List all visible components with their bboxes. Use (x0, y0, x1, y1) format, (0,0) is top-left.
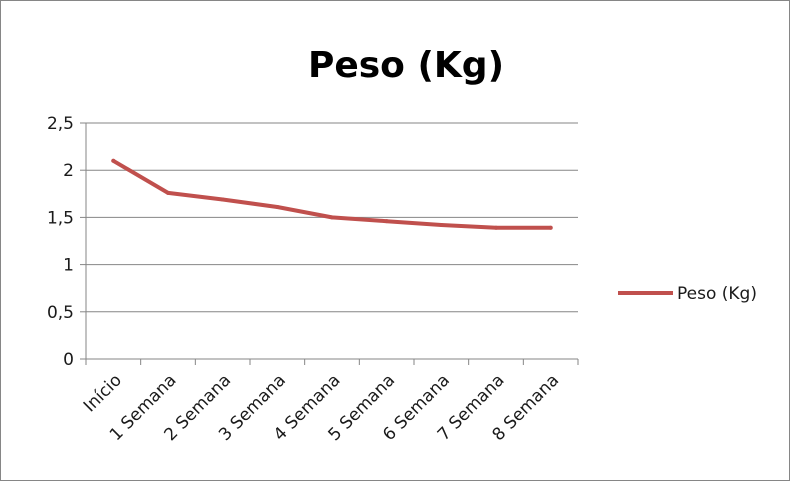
legend-label: Peso (Kg) (677, 284, 757, 304)
y-tick-label: 1,5 (47, 208, 74, 228)
data-point (220, 197, 225, 202)
series-layer (111, 158, 553, 230)
data-point (548, 225, 553, 230)
y-tick-label: 2,5 (47, 114, 74, 134)
y-tick-label: 0,5 (47, 303, 74, 323)
data-point (166, 190, 170, 195)
y-axis: 0 0,5 1 1,5 2 2,5 (47, 114, 87, 370)
y-tick-label: 1 (63, 256, 74, 276)
legend: Peso (Kg) (618, 284, 757, 304)
data-point (330, 215, 334, 220)
chart-title: Peso (Kg) (308, 45, 504, 86)
data-point (494, 225, 498, 230)
data-point (275, 205, 280, 210)
x-tick-label: Início (80, 370, 126, 416)
y-tick-label: 2 (63, 161, 74, 181)
y-tick-label: 0 (63, 350, 74, 370)
data-point (111, 158, 116, 163)
data-point (384, 219, 389, 224)
data-point (439, 222, 444, 227)
